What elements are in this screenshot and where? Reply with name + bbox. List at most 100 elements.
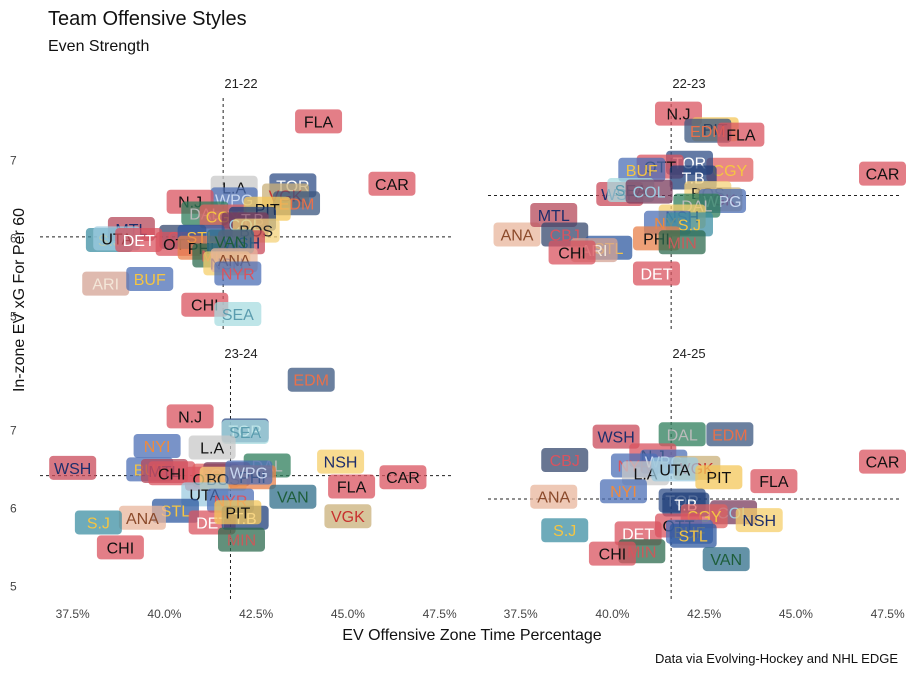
team-label: CHI — [191, 298, 219, 315]
team-label-box — [269, 484, 317, 509]
team-label-box — [530, 203, 578, 227]
team-label: ANA — [126, 511, 159, 528]
team-label-box — [214, 302, 262, 327]
x-tick-label: 45.0% — [779, 607, 813, 621]
team-label-box — [295, 109, 343, 134]
team-label: MIN — [667, 235, 696, 252]
team-label: CAR — [375, 177, 409, 194]
team-label: ARI — [92, 277, 119, 294]
team-label-box — [126, 266, 174, 291]
team-label: SEA — [229, 425, 261, 442]
x-axis-label: EV Offensive Zone Time Percentage — [342, 627, 602, 644]
team-label: NYI — [144, 439, 171, 456]
y-tick-label: 5 — [10, 309, 17, 323]
team-label-box — [368, 171, 416, 196]
team-label-box — [214, 500, 262, 525]
team-label-box — [133, 434, 181, 458]
team-label-box — [599, 479, 647, 504]
team-label: EDM — [293, 373, 329, 390]
team-label: FLA — [337, 480, 367, 497]
x-tick-label: 42.5% — [239, 607, 273, 621]
team-label: CHI — [107, 540, 135, 557]
team-label: DET — [622, 526, 654, 543]
team-label: EDM — [712, 427, 748, 444]
team-label: EDM — [690, 124, 726, 141]
team-label: FLA — [759, 474, 789, 491]
team-label: FLA — [726, 128, 756, 145]
team-label-box — [328, 474, 376, 499]
team-label: STL — [161, 504, 190, 521]
team-label-box — [82, 271, 130, 296]
team-label: BUF — [626, 163, 658, 180]
team-label: BUF — [134, 272, 166, 289]
panel-title: 22-23 — [672, 76, 705, 91]
team-label: PIT — [225, 505, 250, 522]
team-label-box — [669, 523, 717, 548]
team-label-box — [214, 261, 262, 286]
team-label: S.J — [87, 515, 110, 532]
team-label: NSH — [742, 513, 776, 530]
team-label-box — [166, 404, 214, 429]
y-axis-label: In-zone EV xG For Per 60 — [11, 208, 28, 392]
team-label-box — [74, 510, 122, 535]
team-label-box — [493, 222, 541, 247]
team-label-box — [49, 455, 97, 480]
team-label: WSH — [54, 461, 91, 478]
team-label-box — [206, 229, 254, 254]
y-tick-label: 7 — [10, 423, 17, 437]
team-label: NYI — [610, 484, 637, 501]
team-label-box — [717, 122, 765, 147]
team-label-box — [225, 460, 273, 485]
team-label-box — [530, 484, 578, 509]
team-label-box — [541, 448, 589, 473]
team-label: N.J — [666, 107, 690, 124]
x-tick-label: 45.0% — [331, 607, 365, 621]
team-label-box — [592, 424, 640, 449]
x-tick-label: 47.5% — [871, 607, 905, 621]
team-label: DAL — [667, 427, 698, 444]
team-label-box — [658, 230, 706, 255]
team-label: CHI — [599, 547, 627, 564]
team-label-box — [706, 422, 754, 447]
team-label-box — [706, 157, 754, 182]
team-label: CHI — [558, 245, 586, 262]
team-label-box — [735, 508, 783, 533]
x-tick-label: 37.5% — [504, 607, 538, 621]
team-label: N.J — [178, 409, 202, 426]
team-label-box — [541, 518, 589, 543]
team-label-box — [625, 179, 673, 204]
team-label-box — [695, 465, 743, 490]
team-label: WPG — [230, 466, 268, 483]
team-label-box — [859, 161, 906, 186]
team-label-box — [148, 461, 196, 486]
y-tick-label: 6 — [10, 231, 17, 245]
team-label: CAR — [866, 455, 900, 472]
team-label: COL — [633, 185, 666, 202]
team-label-box — [317, 449, 365, 474]
team-label-box — [548, 240, 596, 265]
team-label-box — [115, 227, 163, 252]
team-label: DET — [123, 233, 155, 250]
team-label-box — [632, 261, 680, 286]
team-label: CAR — [386, 470, 420, 487]
team-label: DET — [640, 267, 672, 284]
team-label-box — [702, 547, 750, 572]
team-label-box — [618, 157, 666, 182]
team-label-box — [96, 535, 144, 560]
team-label: VAN — [710, 552, 742, 569]
team-label: CAR — [866, 167, 900, 184]
team-label: CHI — [158, 466, 186, 483]
panel-title: 24-25 — [672, 346, 705, 361]
team-label: NYR — [221, 267, 255, 284]
team-label-box — [859, 449, 906, 474]
team-label: VAN — [215, 235, 247, 252]
team-label: MTL — [538, 208, 570, 225]
team-label: UTA — [659, 462, 690, 479]
team-label: NSH — [324, 455, 358, 472]
team-label-box — [217, 527, 265, 552]
x-tick-label: 37.5% — [56, 607, 90, 621]
team-label: S.J — [553, 523, 576, 540]
team-label: S.J — [678, 217, 701, 234]
team-label: VGK — [331, 509, 365, 526]
